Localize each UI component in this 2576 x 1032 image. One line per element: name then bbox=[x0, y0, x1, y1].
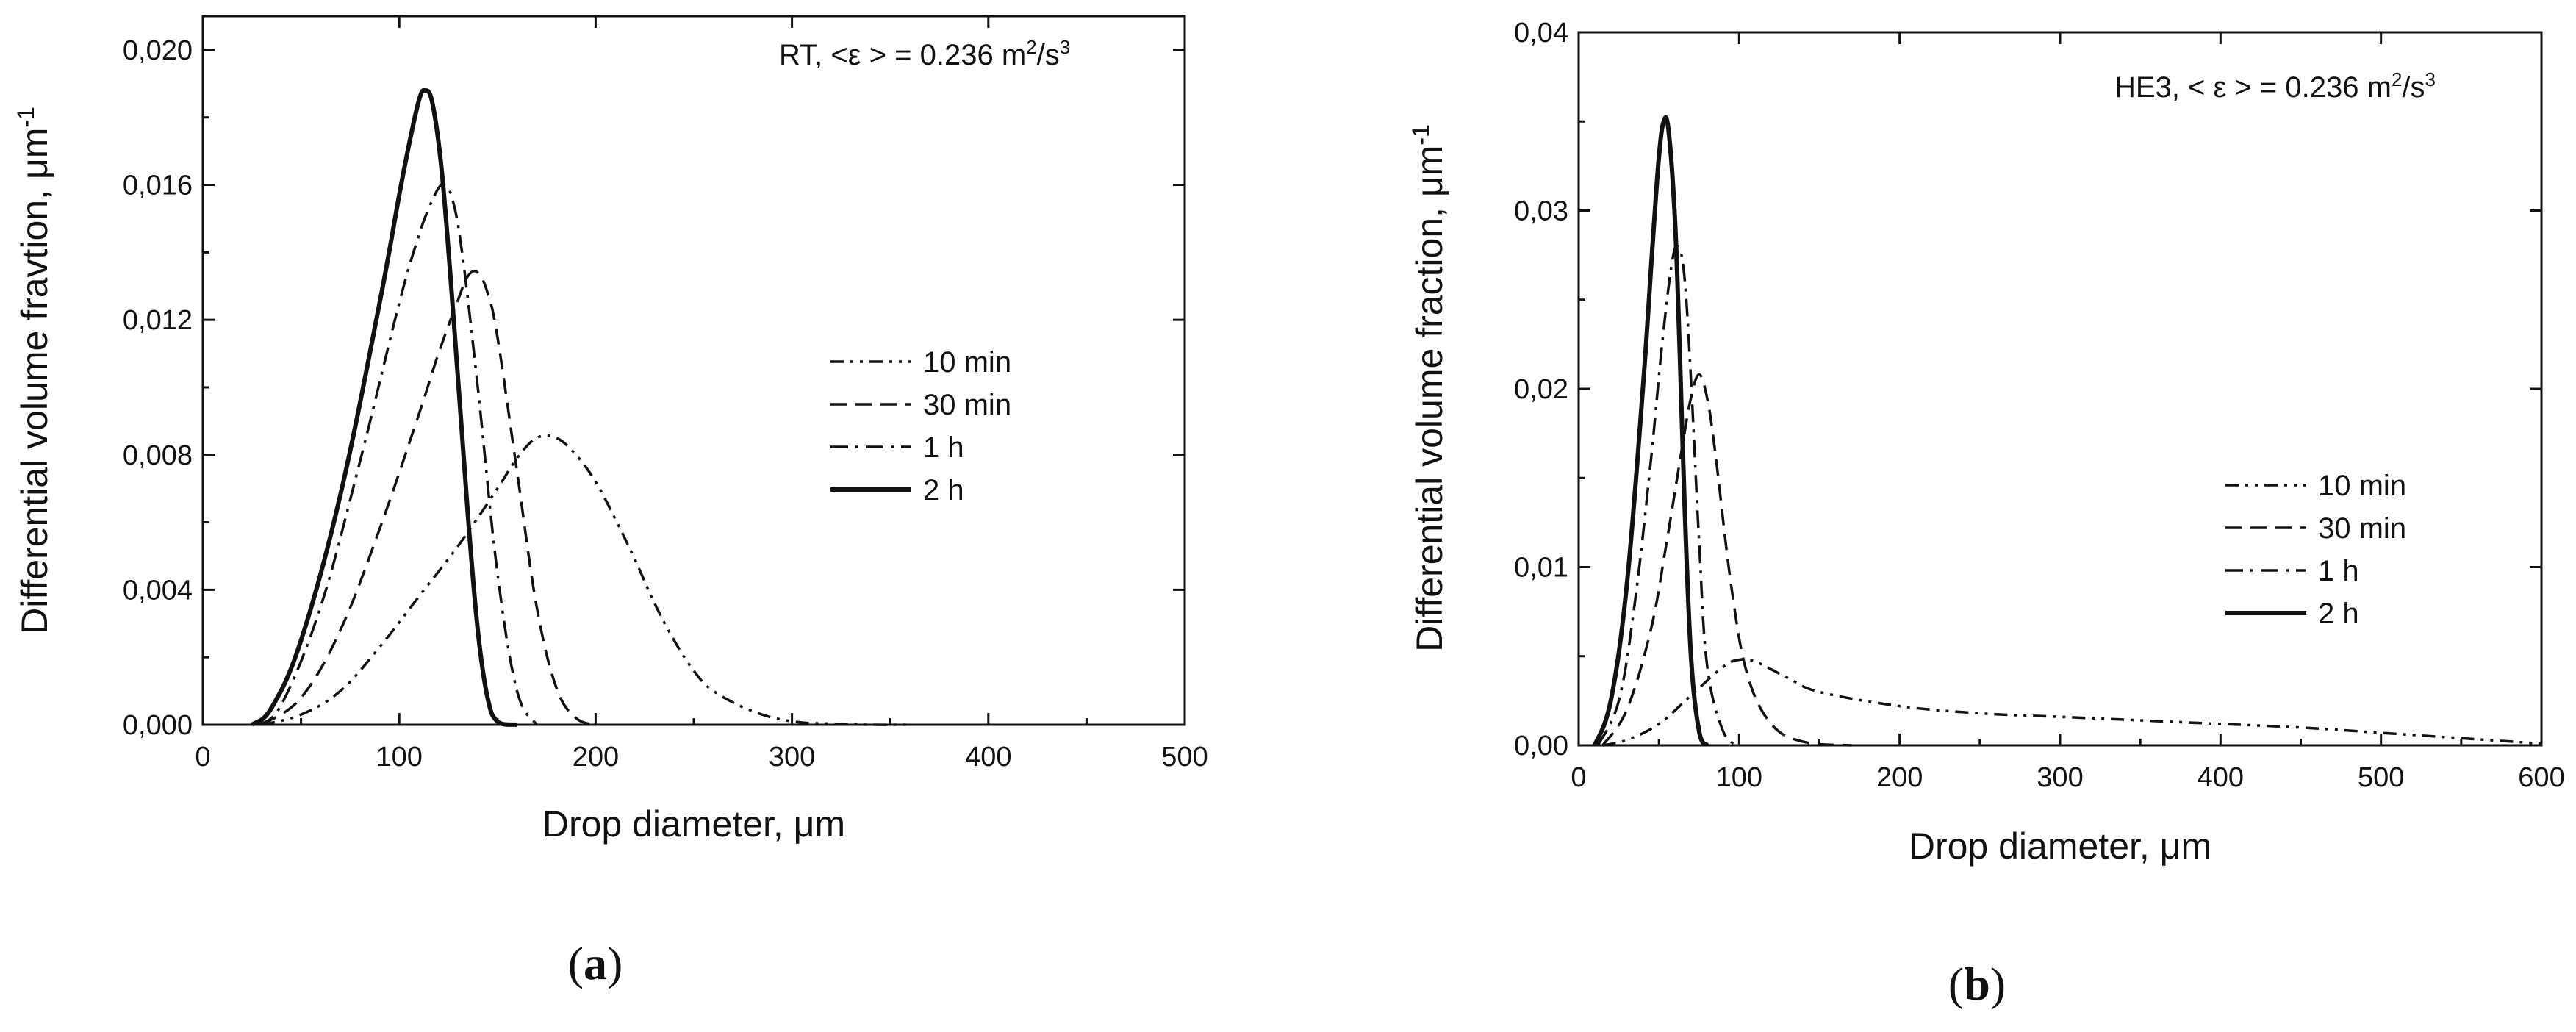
x-ticks-a: 0 100 200 300 400 500 bbox=[195, 16, 1208, 773]
y-tick-label-a: 0,008 bbox=[123, 440, 193, 471]
y-tick-label-b: 0,02 bbox=[1514, 374, 1568, 405]
plot-frame-b bbox=[1577, 31, 2543, 747]
legend-label-a-0: 10 min bbox=[923, 346, 1011, 379]
series-line-a-3 bbox=[250, 87, 517, 727]
legend-a: 10 min 30 min 1 h 2 h bbox=[830, 346, 1011, 506]
x-tick-label-b: 300 bbox=[2037, 762, 2083, 793]
curves-a bbox=[250, 87, 910, 727]
y-tick-label-b: 0,01 bbox=[1514, 553, 1568, 584]
y-axis-title-b: Differential volume fraction, μm-1 bbox=[1407, 124, 1450, 652]
x-tick-label-a: 300 bbox=[769, 742, 815, 773]
legend-label-a-2: 1 h bbox=[923, 431, 964, 464]
y-tick-label-a: 0,004 bbox=[123, 575, 193, 606]
x-tick-label-b: 100 bbox=[1716, 762, 1762, 793]
chart-panel-b: 0 100 200 300 400 500 600 0,00 0,01 0,02 0,03 0,04… bbox=[1407, 18, 2565, 1010]
y-tick-label-b: 0,03 bbox=[1514, 196, 1568, 227]
x-ticks-b: 0 100 200 300 400 500 600 bbox=[1571, 32, 2565, 793]
plot-frame-a bbox=[201, 15, 1186, 726]
x-tick-label-b: 200 bbox=[1876, 762, 1923, 793]
y-tick-label-b: 0,00 bbox=[1514, 731, 1568, 762]
y-tick-label-a: 0,000 bbox=[123, 710, 193, 741]
y-axis-title-a: Differential volume fravtion, μm-1 bbox=[12, 107, 55, 634]
y-tick-label-a: 0,020 bbox=[123, 35, 193, 66]
x-tick-label-b: 0 bbox=[1571, 762, 1586, 793]
legend-label-a-3: 2 h bbox=[923, 474, 964, 506]
x-axis-title-a: Drop diameter, μm bbox=[542, 803, 845, 845]
x-tick-label-a: 400 bbox=[965, 742, 1011, 773]
legend-label-b-1: 30 min bbox=[2318, 512, 2406, 545]
legend-label-b-3: 2 h bbox=[2318, 598, 2359, 630]
legend-b: 10 min 30 min 1 h 2 h bbox=[2225, 470, 2406, 630]
series-line-b-1 bbox=[1601, 373, 1852, 747]
legend-label-b-2: 1 h bbox=[2318, 555, 2359, 587]
series-line-a-1 bbox=[261, 270, 596, 726]
annotation-a: RT, <ε > = 0.236 m2/s3 bbox=[779, 36, 1070, 71]
x-tick-label-a: 100 bbox=[376, 742, 422, 773]
y-tick-label-a: 0,016 bbox=[123, 171, 193, 201]
series-line-a-2 bbox=[256, 182, 538, 726]
x-axis-title-b: Drop diameter, μm bbox=[1909, 825, 2211, 867]
y-ticks-a: 0,000 0,004 0,008 0,012 0,016 0,020 bbox=[123, 35, 1185, 741]
x-tick-label-b: 500 bbox=[2358, 762, 2404, 793]
y-tick-label-b: 0,04 bbox=[1514, 18, 1568, 49]
x-tick-label-a: 500 bbox=[1161, 742, 1208, 773]
panel-label-b: (b) bbox=[1948, 958, 2006, 1010]
annotation-b: HE3, < ε > = 0.236 m2/s3 bbox=[2114, 68, 2436, 104]
series-line-b-3 bbox=[1592, 115, 1709, 748]
panel-label-a: (a) bbox=[568, 937, 623, 989]
x-tick-label-a: 200 bbox=[573, 742, 619, 773]
series-line-a-0 bbox=[261, 434, 910, 726]
legend-label-b-0: 10 min bbox=[2318, 470, 2406, 502]
y-ticks-b: 0,00 0,01 0,02 0,03 0,04 bbox=[1514, 18, 2541, 762]
legend-label-a-1: 30 min bbox=[923, 389, 1011, 421]
chart-panel-a: 0 100 200 300 400 500 0,0000,0040,0080,0120,0… bbox=[12, 15, 1208, 989]
series-line-b-2 bbox=[1596, 244, 1740, 747]
series-line-b-0 bbox=[1602, 657, 2542, 747]
x-tick-label-a: 0 bbox=[195, 742, 210, 773]
x-tick-label-b: 400 bbox=[2198, 762, 2244, 793]
x-tick-label-b: 600 bbox=[2518, 762, 2564, 793]
y-tick-label-a: 0,012 bbox=[123, 305, 193, 336]
curves-b bbox=[1592, 115, 2542, 748]
